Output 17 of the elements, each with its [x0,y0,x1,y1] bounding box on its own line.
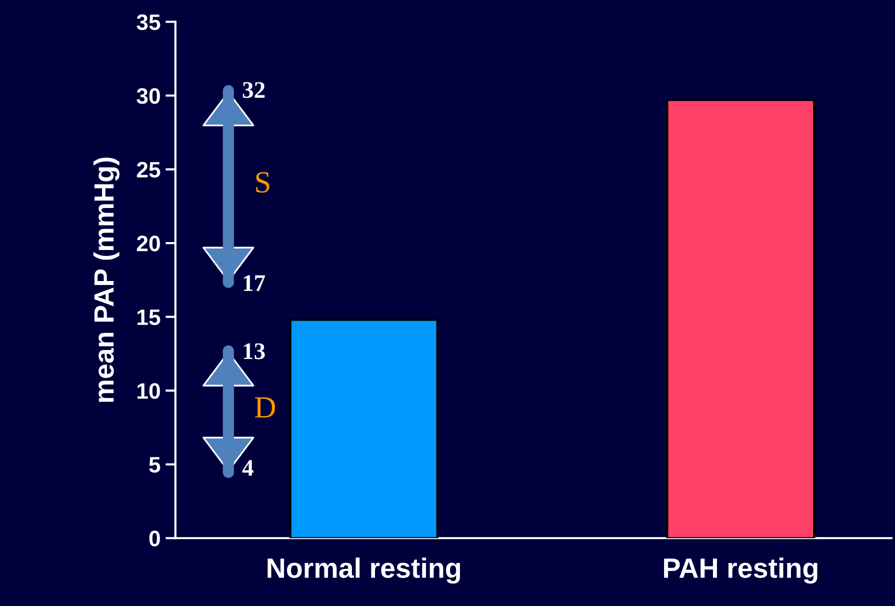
y-tick-label: 15 [138,310,160,326]
y-tick-label: 5 [149,457,160,473]
annotation: 4 [242,460,254,476]
annotation: 32 [242,82,265,98]
x-tick-label: Normal resting [268,558,460,584]
y-tick-label: 25 [136,162,160,178]
annotation: D [255,397,276,418]
y-tick-label: 10 [138,383,160,399]
annotation: S [256,172,270,193]
y-tick-label: 0 [149,530,160,546]
y-tick-label: 35 [136,14,160,30]
y-tick-label: 20 [136,236,160,252]
annotation: 13 [244,343,265,360]
x-tick-label: PAH resting [664,558,818,584]
y-tick-label: 30 [136,88,160,104]
annotation: 17 [244,275,266,291]
y-axis-title: mean PAP (mmHg) [93,158,120,402]
